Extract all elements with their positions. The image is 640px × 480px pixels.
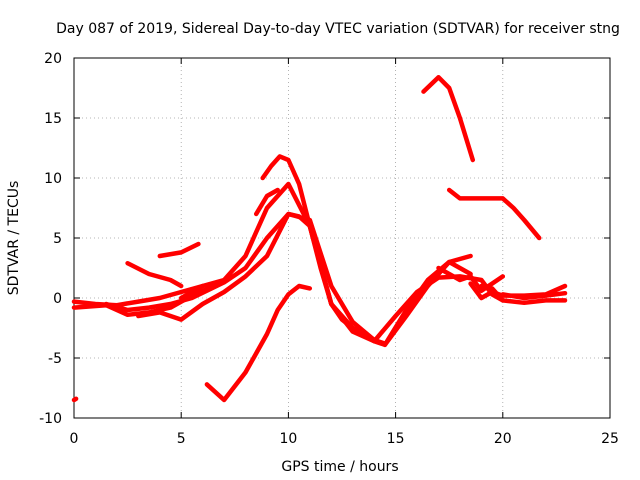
series-arc-14 [436, 265, 506, 294]
y-tick-label: -10 [39, 411, 62, 427]
y-tick-label: 15 [44, 111, 62, 127]
series-arc-10 [253, 187, 280, 217]
y-axis-label: SDTVAR / TECUs [6, 181, 22, 296]
series-layer [71, 74, 568, 403]
x-tick-label: 20 [494, 431, 512, 447]
series-arc-7 [136, 211, 473, 348]
x-tick-label: 5 [177, 431, 186, 447]
series-arc-11 [204, 283, 313, 403]
x-axis-label: GPS time / hours [281, 459, 398, 475]
series-arc-12 [421, 74, 476, 163]
series-arc-6 [157, 241, 201, 259]
x-tick-label: 25 [601, 431, 619, 447]
axis-ticks: 0 5 10 15 20 25 -10 -5 0 5 10 15 20 [39, 51, 619, 447]
series-arc-16 [479, 283, 568, 306]
x-tick-label: 10 [279, 431, 297, 447]
series-arc-5 [125, 260, 184, 289]
x-tick-label: 15 [387, 431, 405, 447]
y-tick-label: 20 [44, 51, 62, 67]
series-arc-13 [446, 187, 542, 241]
y-tick-label: 10 [44, 171, 62, 187]
series-arc-1 [71, 396, 79, 403]
y-tick-label: 0 [53, 291, 62, 307]
grid [74, 58, 610, 418]
y-tick-label: 5 [53, 231, 62, 247]
chart-title: Day 087 of 2019, Sidereal Day-to-day VTE… [56, 21, 620, 37]
series-arc-17 [500, 290, 568, 301]
y-tick-label: -5 [48, 351, 62, 367]
x-tick-label: 0 [70, 431, 79, 447]
series-arc-9 [260, 154, 388, 346]
